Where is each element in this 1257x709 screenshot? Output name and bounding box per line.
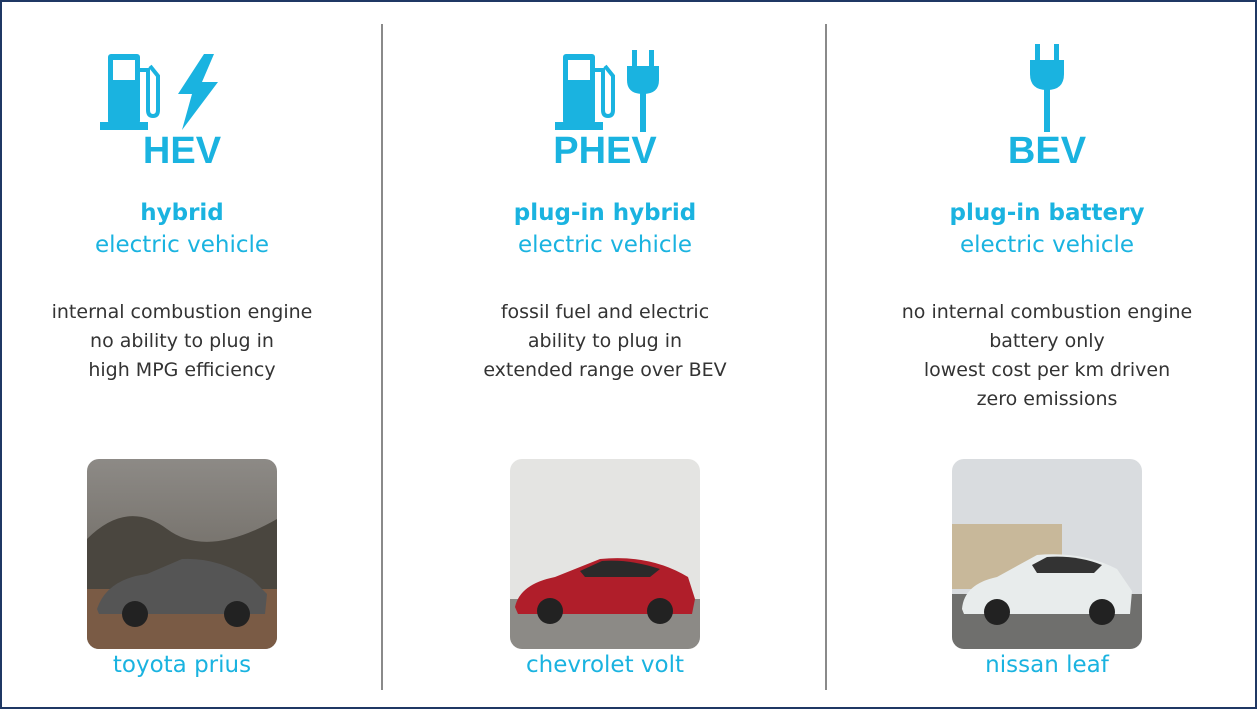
feature: extended range over BEV (483, 359, 727, 381)
acronym: HEV (142, 130, 222, 172)
feature: ability to plug in (527, 330, 683, 352)
title: plug-in battery (949, 200, 1145, 226)
acronym: BEV (1007, 130, 1087, 172)
feature: zero emissions (976, 388, 1118, 410)
feature: fossil fuel and electric (500, 301, 710, 323)
subtitle: electric vehicle (959, 232, 1135, 258)
car-name: toyota prius (112, 652, 252, 678)
car-photo (952, 459, 1142, 649)
title: hybrid (140, 200, 224, 226)
subtitle: electric vehicle (94, 232, 270, 258)
acronym: PHEV (553, 130, 657, 172)
features: no internal combustion engine battery onl… (847, 298, 1247, 414)
feature: high MPG efficiency (88, 359, 276, 381)
feature: no internal combustion engine (901, 301, 1193, 323)
feature: battery only (989, 330, 1105, 352)
car-name: chevrolet volt (526, 652, 684, 678)
icon (1030, 44, 1064, 132)
divider (381, 24, 383, 690)
features: fossil fuel and electric ability to plug … (405, 298, 805, 385)
icon (555, 50, 659, 132)
car-name: nissan leaf (985, 652, 1109, 678)
features: internal combustion engine no ability to … (2, 298, 382, 385)
car-photo (87, 459, 277, 649)
feature: no ability to plug in (90, 330, 274, 352)
title: plug-in hybrid (513, 200, 697, 226)
subtitle: electric vehicle (517, 232, 693, 258)
feature: lowest cost per km driven (923, 359, 1171, 381)
car-photo (510, 459, 700, 649)
feature: internal combustion engine (51, 301, 313, 323)
divider (825, 24, 827, 690)
icon (100, 54, 218, 130)
